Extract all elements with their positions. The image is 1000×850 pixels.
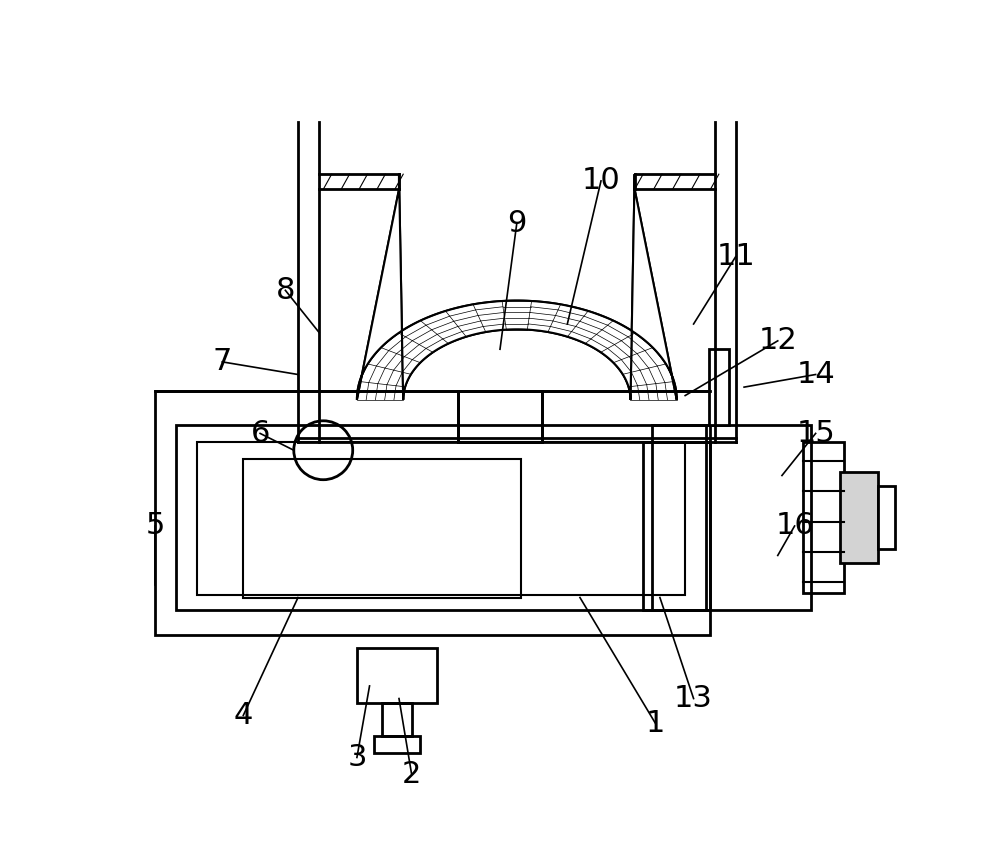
Bar — [803, 442, 844, 593]
Text: 10: 10 — [582, 167, 620, 196]
Text: 12: 12 — [758, 326, 797, 355]
Text: 9: 9 — [507, 208, 527, 237]
Bar — [197, 442, 685, 595]
Bar — [357, 648, 437, 703]
Text: 13: 13 — [674, 684, 713, 713]
Text: 3: 3 — [347, 743, 367, 772]
Text: 15: 15 — [796, 419, 835, 448]
Bar — [643, 442, 710, 610]
Bar — [840, 472, 878, 563]
Bar — [176, 425, 706, 610]
Text: 16: 16 — [775, 512, 814, 541]
Bar — [374, 736, 420, 753]
Text: 1: 1 — [646, 709, 665, 739]
Text: 14: 14 — [796, 360, 835, 389]
Bar — [458, 391, 542, 442]
Bar — [652, 425, 811, 610]
Bar — [709, 349, 729, 425]
PathPatch shape — [357, 174, 677, 400]
Bar — [155, 391, 710, 636]
Text: 11: 11 — [716, 242, 755, 271]
Text: 7: 7 — [213, 348, 232, 377]
Text: 4: 4 — [234, 701, 253, 730]
Bar — [382, 703, 412, 736]
Text: 6: 6 — [250, 419, 270, 448]
Bar — [243, 459, 521, 598]
Text: 8: 8 — [276, 276, 295, 305]
Text: 5: 5 — [145, 512, 165, 541]
Text: 2: 2 — [402, 760, 421, 789]
Bar — [878, 485, 895, 549]
